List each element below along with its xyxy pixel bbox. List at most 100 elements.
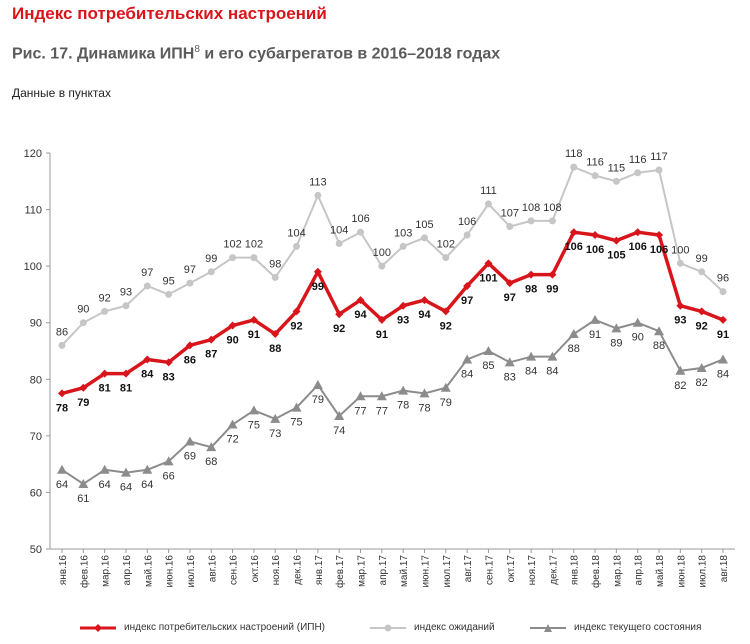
data-label-current: 77 (376, 405, 388, 417)
y-tick-label: 100 (24, 261, 42, 273)
x-tick-label: янв.16 (58, 555, 69, 586)
point-expectations (591, 172, 599, 180)
data-label-expectations: 100 (373, 247, 391, 259)
point-current (206, 442, 217, 452)
x-tick-label: май.18 (655, 555, 666, 587)
data-label-current: 82 (674, 380, 686, 392)
point-current (376, 391, 387, 401)
point-current (398, 385, 409, 395)
footnote-mark: 8 (194, 44, 200, 55)
data-label-expectations: 104 (287, 227, 305, 239)
data-label-expectations: 113 (309, 176, 327, 188)
data-label-ipn: 84 (141, 368, 154, 380)
data-label-current: 66 (162, 470, 174, 482)
x-tick-label: фев.17 (334, 555, 346, 588)
point-expectations (420, 234, 428, 242)
legend-item-current: индекс текущего состояния (528, 622, 701, 633)
y-tick-label: 80 (30, 374, 42, 386)
y-tick-label: 50 (30, 544, 42, 556)
point-current (547, 351, 558, 361)
point-current (312, 379, 323, 389)
data-label-current: 78 (418, 402, 430, 414)
point-current (696, 362, 707, 372)
point-ipn (420, 296, 429, 305)
point-current (504, 357, 515, 367)
point-expectations (527, 217, 535, 225)
data-label-expectations: 99 (205, 253, 217, 265)
point-ipn (228, 321, 237, 330)
point-expectations (207, 268, 215, 276)
point-current (120, 467, 131, 477)
data-label-ipn: 91 (248, 329, 260, 341)
data-label-expectations: 115 (608, 162, 626, 174)
point-ipn (655, 231, 664, 240)
x-tick-label: июн.18 (676, 555, 687, 588)
figure-title: Рис. 17. Динамика ИПН8 и его субагрегато… (12, 44, 500, 63)
point-current (227, 419, 238, 429)
point-ipn (463, 281, 472, 290)
point-ipn (143, 355, 152, 364)
figure-title-main: Рис. 17. Динамика ИПН (12, 45, 195, 63)
point-current (462, 354, 473, 364)
legend-label-current: индекс текущего состояния (574, 622, 702, 633)
point-current (526, 351, 537, 361)
x-tick-label: июл.18 (698, 555, 709, 588)
data-label-ipn: 87 (205, 349, 217, 361)
x-tick-label: фев.18 (590, 555, 602, 588)
data-label-expectations: 106 (458, 216, 476, 228)
data-label-expectations: 92 (99, 292, 111, 304)
data-label-expectations: 98 (269, 258, 281, 270)
data-label-ipn: 92 (290, 320, 302, 332)
x-tick-label: апр.17 (378, 555, 389, 586)
data-label-current: 82 (696, 377, 708, 389)
data-label-ipn: 91 (717, 329, 729, 341)
data-label-expectations: 108 (522, 202, 540, 214)
point-ipn (527, 270, 536, 279)
series-line-expectations (61, 166, 724, 347)
data-label-expectations: 86 (56, 326, 68, 338)
data-label-current: 88 (653, 340, 665, 352)
data-label-ipn: 86 (184, 354, 196, 366)
data-label-ipn: 92 (696, 320, 708, 332)
header-title: Индекс потребительских настроений (12, 4, 327, 23)
point-current (57, 464, 67, 474)
data-label-expectations: 90 (77, 304, 89, 316)
legend-item-ipn: индекс потребительских настроений (ИПН) (78, 622, 325, 633)
data-label-ipn: 99 (312, 281, 324, 293)
legend-swatch-expectations (370, 624, 406, 631)
point-expectations (58, 341, 66, 349)
data-label-ipn: 90 (226, 335, 238, 347)
point-expectations (612, 177, 620, 185)
legend-item-expectations: индекс ожиданий (368, 622, 495, 633)
point-ipn (676, 301, 685, 310)
point-ipn (58, 389, 66, 398)
data-label-current: 61 (77, 493, 89, 505)
data-label-expectations: 111 (480, 185, 497, 197)
point-current (78, 478, 89, 488)
data-label-ipn: 91 (376, 329, 388, 341)
point-ipn (569, 228, 578, 237)
point-expectations (570, 163, 578, 171)
data-label-current: 84 (546, 366, 558, 378)
data-label-ipn: 92 (440, 320, 452, 332)
x-tick-label: дек.17 (548, 555, 559, 585)
point-ipn (377, 315, 386, 324)
point-expectations (463, 231, 471, 239)
point-expectations (314, 191, 322, 199)
data-label-expectations: 97 (141, 267, 153, 279)
point-expectations (506, 223, 514, 231)
point-expectations (143, 282, 151, 290)
data-label-current: 73 (269, 428, 281, 440)
point-expectations (698, 268, 706, 276)
point-expectations (357, 228, 365, 236)
data-label-ipn: 93 (674, 315, 686, 327)
x-tick-label: авг.16 (207, 555, 218, 583)
data-label-current: 84 (717, 368, 729, 380)
point-ipn (612, 236, 621, 245)
x-tick-label: сен.16 (229, 555, 240, 585)
data-label-current: 78 (397, 400, 409, 412)
point-ipn (697, 307, 706, 316)
data-label-current: 89 (610, 337, 622, 349)
point-current (632, 317, 643, 327)
x-tick-label: окт.17 (506, 555, 517, 583)
